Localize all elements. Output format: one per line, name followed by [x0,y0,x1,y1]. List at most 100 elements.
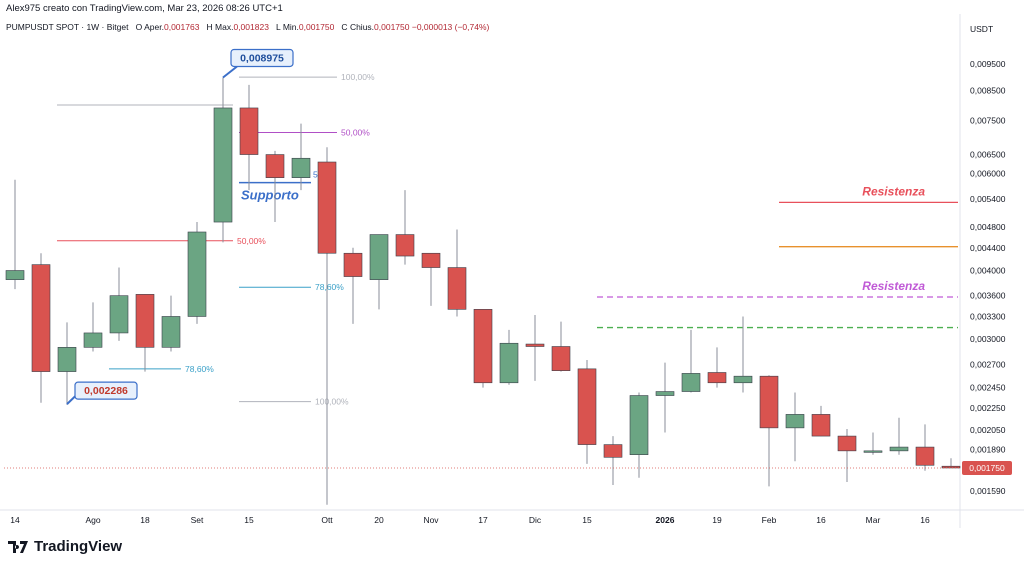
fib-level-label: 50,00% [341,127,370,137]
y-tick-label: 0,002050 [970,425,1006,435]
high-prefix: Max. [215,22,234,32]
y-tick-label: 0,004800 [970,222,1006,232]
candle-body [785,414,805,429]
x-tick-label: Mar [866,515,881,525]
candle-body [577,368,597,445]
candle-body [447,267,467,310]
change-value: −0,000013 (−0,74%) [411,22,490,32]
callout-label: 0,008975 [240,52,284,64]
candle-body [213,107,233,223]
x-tick-label: Feb [762,515,777,525]
candle-body [109,295,129,334]
fib-level-label: 100,00% [341,72,375,82]
current-price-label: 0,001750 [969,463,1005,473]
x-tick-label: 2026 [656,515,675,525]
y-tick-label: 0,006500 [970,150,1006,160]
callout-box [74,381,138,400]
x-tick-label: 17 [478,515,488,525]
y-tick-label: 0,008500 [970,85,1006,95]
tradingview-brand: TradingView [34,538,123,555]
current-price-badge [962,460,1012,475]
y-tick-label: 0,006000 [970,169,1006,179]
ohlc-legend: PUMPUSDT SPOT · 1W · Bitget O Aper.0,001… [6,22,489,32]
x-tick-label: 15 [244,515,254,525]
candle-body [343,252,363,277]
candle-body [317,161,337,254]
candle-body [291,157,311,178]
candle-body [161,316,181,348]
candle-body [759,375,779,429]
candle-body [31,264,51,372]
candle-body [733,375,753,384]
fib-level-label: 100,00% [315,397,349,407]
x-tick-label: 15 [582,515,592,525]
candle-body [83,332,103,348]
chart-credit: Alex975 creato con TradingView.com, Mar … [6,3,283,14]
candle-body [889,446,909,452]
x-tick-label: Set [191,515,204,525]
candle-body [421,252,441,268]
tradingview-logo-icon [8,540,28,553]
candle-body [915,446,935,466]
y-tick-label: 0,002700 [970,359,1006,369]
fib-level-label: 78,60% [315,282,344,292]
candle-body [837,435,857,452]
y-tick-label: 0,001590 [970,486,1006,496]
price-axis-unit: USDT [970,24,993,34]
x-tick-label: 14 [10,515,20,525]
x-tick-label: 16 [920,515,930,525]
x-tick-label: 18 [140,515,150,525]
y-tick-label: 0,003600 [970,291,1006,301]
candle-body [707,372,727,384]
callout-label: 0,002286 [84,385,128,397]
candle-body [525,343,545,347]
high-value: 0,001823 [233,22,269,32]
callout-pointer [222,65,238,79]
close-prefix: Chius. [349,22,375,32]
candle-body [187,231,207,317]
candle-body [395,234,415,257]
fib-level-label: 78,60% [185,364,214,374]
y-tick-label: 0,003300 [970,311,1006,321]
support-label: Supporto [241,188,299,203]
fib-level-label: 50,00% [237,236,266,246]
y-tick-label: 0,002250 [970,403,1006,413]
candle-body [603,444,623,458]
candle-body [681,373,701,392]
low-value: 0,001750 [298,22,335,32]
candle-body [551,346,571,371]
open-label: O [135,22,143,32]
x-tick-label: 16 [816,515,826,525]
candle-body [239,107,259,155]
callout-box [230,48,294,68]
candle-body [265,154,285,178]
y-tick-label: 0,009500 [970,59,1006,69]
open-value: 0,001763 [163,22,200,32]
candle-body [5,270,25,280]
candle-body [629,395,649,456]
x-tick-label: Nov [423,515,439,525]
x-tick-label: Dic [529,515,542,525]
candle-body [369,234,389,280]
y-tick-label: 0,001890 [970,445,1006,455]
tradingview-footer[interactable]: TradingView [8,538,122,555]
close-label: C [341,22,348,32]
y-tick-label: 0,002450 [970,383,1006,393]
low-label: L [276,22,281,32]
candle-body [499,342,519,384]
candle-body [57,347,77,372]
candle-body [655,391,675,396]
resistance-label: Resistenza [862,184,925,198]
x-tick-label: Ott [321,515,333,525]
high-label: H [206,22,213,32]
candle-body [811,414,831,437]
candle-body [863,450,883,453]
y-tick-label: 0,004000 [970,266,1006,276]
close-value: 0,001750 [374,22,410,32]
x-tick-label: Ago [85,515,100,525]
symbol-label[interactable]: PUMPUSDT SPOT · 1W · Bitget [6,22,129,32]
low-prefix: Min. [282,22,299,32]
y-tick-label: 0,007500 [970,115,1006,125]
candle-body [941,465,961,469]
